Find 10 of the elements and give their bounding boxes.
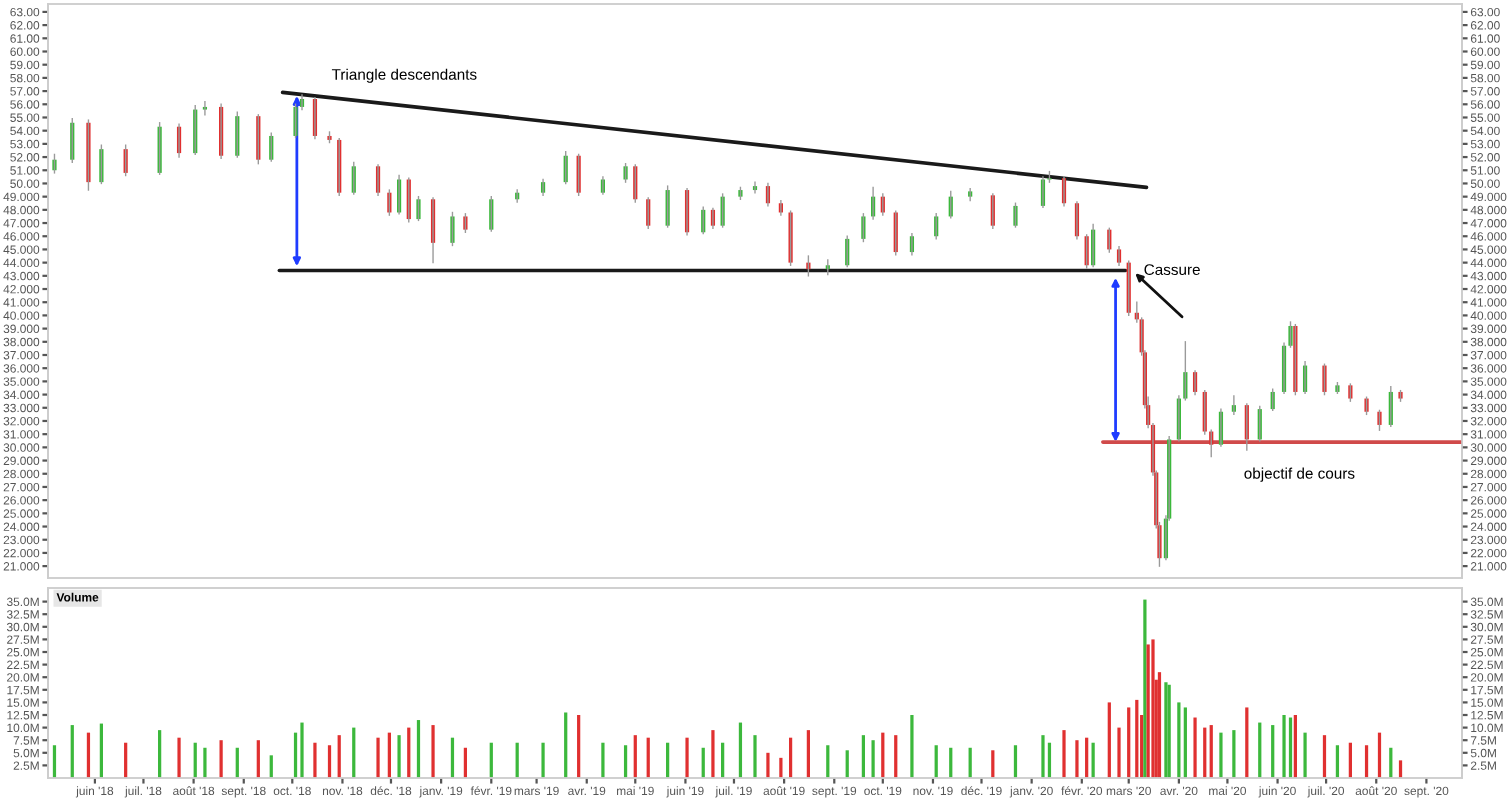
candlestick <box>416 195 421 222</box>
candlestick <box>1377 409 1382 431</box>
candlestick <box>623 162 628 183</box>
candlestick <box>1013 202 1018 228</box>
candlestick <box>1322 363 1327 396</box>
candlestick <box>450 211 455 247</box>
candlestick <box>788 210 793 266</box>
candlestick <box>463 213 468 233</box>
candlestick <box>86 119 91 191</box>
candlestick <box>52 153 57 174</box>
